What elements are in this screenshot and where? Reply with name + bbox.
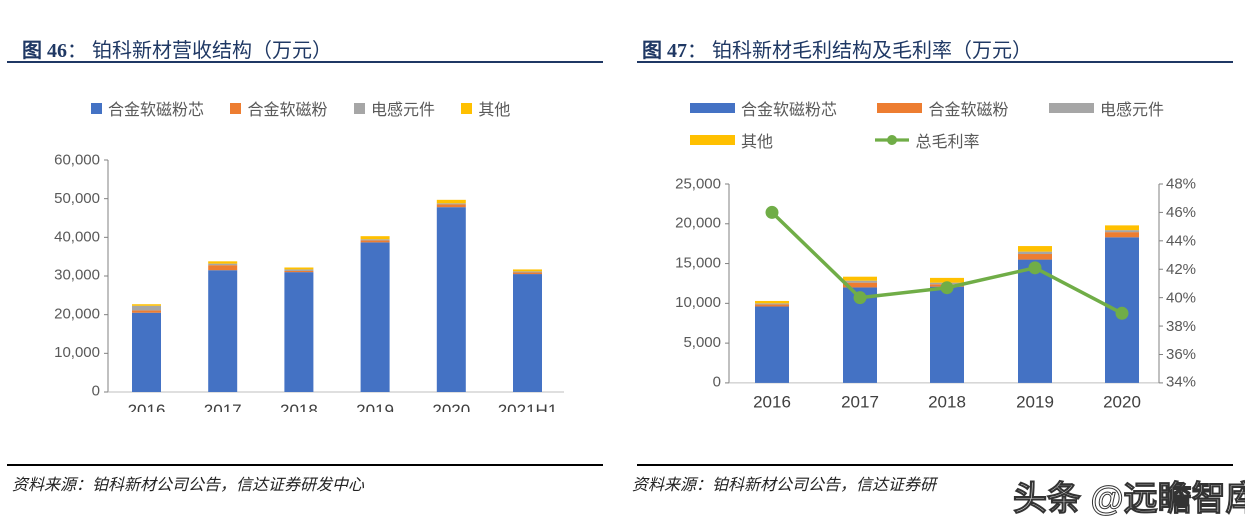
svg-text:40,000: 40,000 (54, 228, 100, 245)
svg-text:34%: 34% (1166, 373, 1196, 390)
svg-text:40%: 40% (1166, 289, 1196, 306)
svg-text:2018: 2018 (280, 401, 318, 412)
svg-text:15,000: 15,000 (675, 254, 721, 271)
svg-text:2017: 2017 (841, 392, 879, 411)
svg-text:50,000: 50,000 (54, 190, 100, 207)
svg-text:2020: 2020 (432, 401, 470, 412)
svg-text:36%: 36% (1166, 346, 1196, 363)
svg-text:48%: 48% (1166, 176, 1196, 193)
svg-text:38%: 38% (1166, 317, 1196, 334)
svg-text:20,000: 20,000 (675, 214, 721, 231)
svg-text:10,000: 10,000 (54, 344, 100, 361)
svg-text:2016: 2016 (128, 401, 166, 412)
svg-text:44%: 44% (1166, 232, 1196, 249)
svg-text:2021H1: 2021H1 (498, 401, 558, 412)
svg-text:46%: 46% (1166, 204, 1196, 221)
svg-text:5,000: 5,000 (683, 333, 721, 350)
svg-text:10,000: 10,000 (675, 294, 721, 311)
svg-text:25,000: 25,000 (675, 176, 721, 193)
svg-text:2016: 2016 (753, 392, 791, 411)
svg-text:2019: 2019 (356, 401, 394, 412)
svg-text:2019: 2019 (1016, 392, 1054, 411)
svg-text:60,000: 60,000 (54, 152, 100, 169)
svg-text:2017: 2017 (204, 401, 242, 412)
svg-text:20,000: 20,000 (54, 305, 100, 322)
svg-text:30,000: 30,000 (54, 267, 100, 284)
svg-text:0: 0 (713, 373, 721, 390)
svg-text:2018: 2018 (928, 392, 966, 411)
svg-text:2020: 2020 (1103, 392, 1141, 411)
svg-text:42%: 42% (1166, 260, 1196, 277)
svg-text:0: 0 (92, 383, 100, 400)
